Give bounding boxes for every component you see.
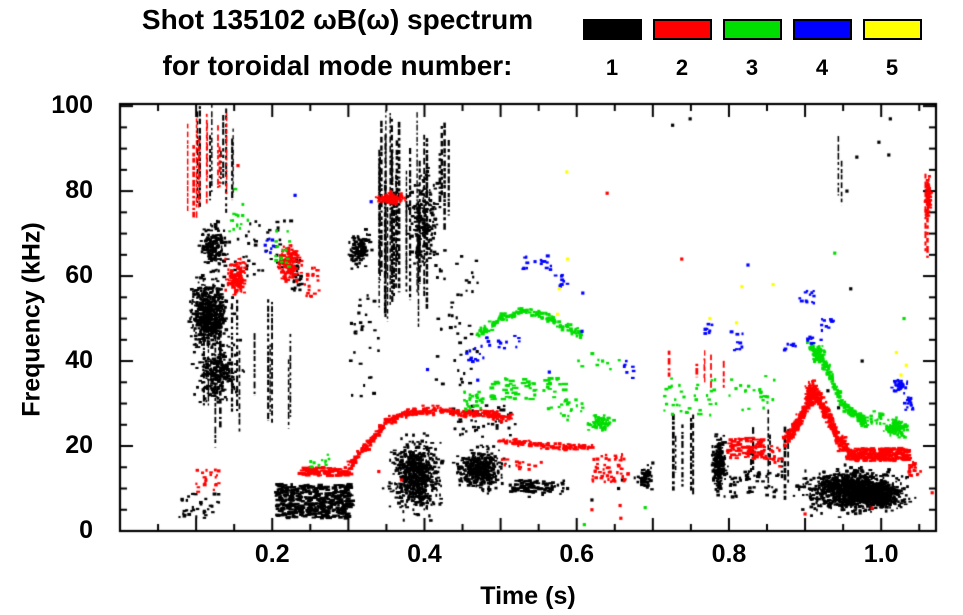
y-axis-title: Frequency (kHz) <box>17 222 46 417</box>
legend-label-mode2: 2 <box>675 55 689 80</box>
legend-swatch-mode3 <box>722 19 782 40</box>
legend-item-mode1: 1 <box>582 19 642 81</box>
legend-swatch-mode4 <box>792 19 852 40</box>
legend-label-mode4: 4 <box>815 55 829 80</box>
legend-label-mode3: 3 <box>745 55 759 80</box>
legend-label-mode1: 1 <box>605 55 619 80</box>
legend-item-mode4: 4 <box>792 19 852 81</box>
chart-title-line1: Shot 135102 ωB(ω) spectrum <box>141 4 534 35</box>
legend-swatch-mode1 <box>582 19 642 40</box>
legend-item-mode5: 5 <box>862 19 922 81</box>
legend: 1 2 3 4 5 <box>582 19 922 81</box>
legend-label-mode5: 5 <box>885 55 899 80</box>
legend-item-mode2: 2 <box>652 19 712 81</box>
chart-title-line2: for toroidal mode number: <box>162 50 513 81</box>
x-axis-title: Time (s) <box>480 582 576 610</box>
legend-swatch-mode5 <box>862 19 922 40</box>
legend-item-mode3: 3 <box>722 19 782 81</box>
legend-swatch-mode2 <box>652 19 712 40</box>
